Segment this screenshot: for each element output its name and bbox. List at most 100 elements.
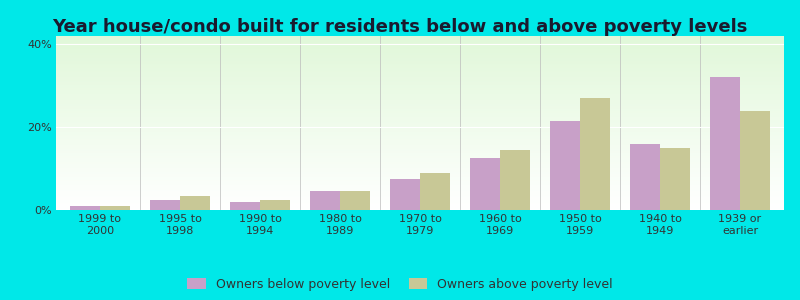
Bar (56, 165, 784, 166)
Bar (56, 171, 784, 172)
Bar (260, 200, 290, 210)
Bar (56, 75, 784, 76)
Bar (56, 190, 784, 191)
Bar (660, 148, 690, 210)
Bar (56, 59, 784, 61)
Bar (56, 113, 784, 114)
Bar (56, 146, 784, 148)
Bar (56, 43, 784, 45)
Bar (710, 77, 740, 210)
Bar (56, 175, 784, 177)
Bar (56, 67, 784, 68)
Bar (56, 177, 784, 178)
Bar (56, 172, 784, 174)
Bar (56, 135, 784, 136)
Legend: Owners below poverty level, Owners above poverty level: Owners below poverty level, Owners above… (187, 278, 613, 291)
Bar (56, 106, 784, 107)
Bar (56, 197, 784, 198)
Bar (56, 159, 784, 161)
Bar (340, 191, 370, 210)
Bar (500, 150, 530, 210)
Bar (56, 169, 784, 171)
Bar (580, 98, 610, 210)
Bar (56, 85, 784, 87)
Bar (56, 71, 784, 72)
Bar (56, 187, 784, 188)
Bar (56, 167, 784, 168)
Bar (56, 191, 784, 193)
Bar (56, 36, 784, 38)
Bar (56, 80, 784, 81)
Bar (56, 182, 784, 184)
Bar (56, 184, 784, 185)
Bar (56, 129, 784, 130)
Bar (56, 132, 784, 133)
Bar (56, 127, 784, 129)
Bar (56, 49, 784, 50)
Bar (56, 45, 784, 46)
Bar (56, 155, 784, 156)
Bar (56, 68, 784, 69)
Bar (56, 194, 784, 196)
Bar (56, 206, 784, 207)
Bar (56, 39, 784, 40)
Bar (56, 185, 784, 187)
Bar (56, 114, 784, 116)
Bar (470, 158, 500, 210)
Bar (56, 48, 784, 49)
Bar (56, 61, 784, 62)
Bar (56, 81, 784, 82)
Bar (56, 76, 784, 78)
Bar (56, 119, 784, 120)
Bar (70, 206, 100, 210)
Bar (56, 174, 784, 175)
Bar (56, 55, 784, 56)
Bar (56, 38, 784, 39)
Bar (420, 173, 450, 210)
Bar (56, 181, 784, 182)
Bar (56, 91, 784, 93)
Bar (56, 145, 784, 146)
Bar (56, 110, 784, 111)
Bar (740, 111, 770, 210)
Bar (56, 124, 784, 126)
Bar (310, 191, 340, 210)
Bar (550, 121, 580, 210)
Bar (56, 123, 784, 124)
Bar (56, 56, 784, 58)
Bar (390, 179, 420, 210)
Bar (56, 74, 784, 75)
Bar (56, 152, 784, 154)
Bar (56, 156, 784, 158)
Bar (56, 133, 784, 135)
Bar (56, 207, 784, 208)
Bar (56, 149, 784, 151)
Bar (56, 87, 784, 88)
Bar (56, 109, 784, 110)
Bar (56, 162, 784, 164)
Bar (56, 111, 784, 113)
Bar (56, 188, 784, 190)
Bar (56, 107, 784, 109)
Bar (56, 120, 784, 122)
Bar (56, 65, 784, 67)
Bar (56, 84, 784, 85)
Bar (56, 62, 784, 64)
Bar (56, 164, 784, 165)
Bar (56, 42, 784, 43)
Bar (56, 208, 784, 210)
Bar (56, 116, 784, 117)
Bar (56, 64, 784, 65)
Bar (56, 82, 784, 84)
Bar (56, 203, 784, 204)
Bar (56, 193, 784, 194)
Bar (56, 161, 784, 162)
Bar (56, 130, 784, 132)
Bar (56, 52, 784, 53)
Bar (56, 95, 784, 97)
Bar (56, 90, 784, 91)
Bar (56, 104, 784, 106)
Bar (56, 168, 784, 170)
Bar (56, 50, 784, 52)
Bar (56, 148, 784, 149)
